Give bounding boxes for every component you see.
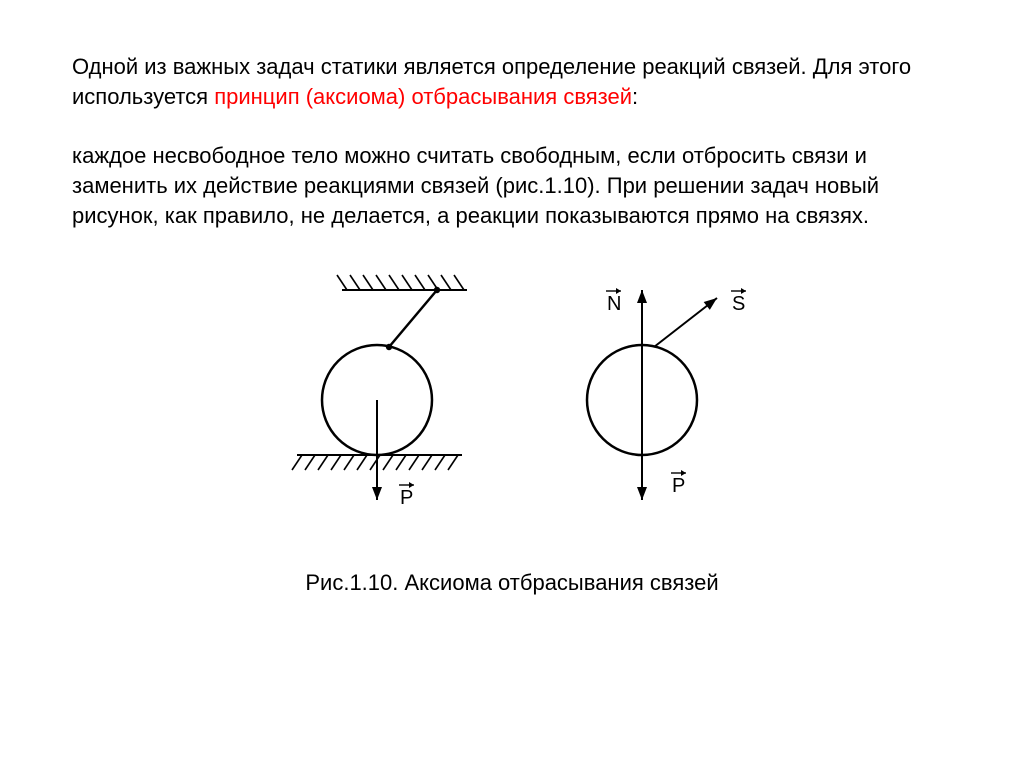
paragraph-1: Одной из важных задач статики является о… xyxy=(72,52,952,113)
p1-red: принцип (аксиома) отбрасывания связей xyxy=(214,84,632,109)
svg-text:P: P xyxy=(400,487,413,509)
svg-text:S: S xyxy=(732,293,745,315)
paragraph-2: каждое несвободное тело можно считать св… xyxy=(72,141,952,232)
svg-text:N: N xyxy=(607,293,621,315)
svg-text:P: P xyxy=(672,475,685,497)
free-body-diagram: P N S P xyxy=(212,260,812,520)
slide-page: Одной из важных задач статики является о… xyxy=(0,0,1024,768)
p1-post: : xyxy=(632,84,638,109)
figure-caption: Рис.1.10. Аксиома отбрасывания связей xyxy=(72,568,952,598)
figure-area: P N S P xyxy=(72,260,952,528)
